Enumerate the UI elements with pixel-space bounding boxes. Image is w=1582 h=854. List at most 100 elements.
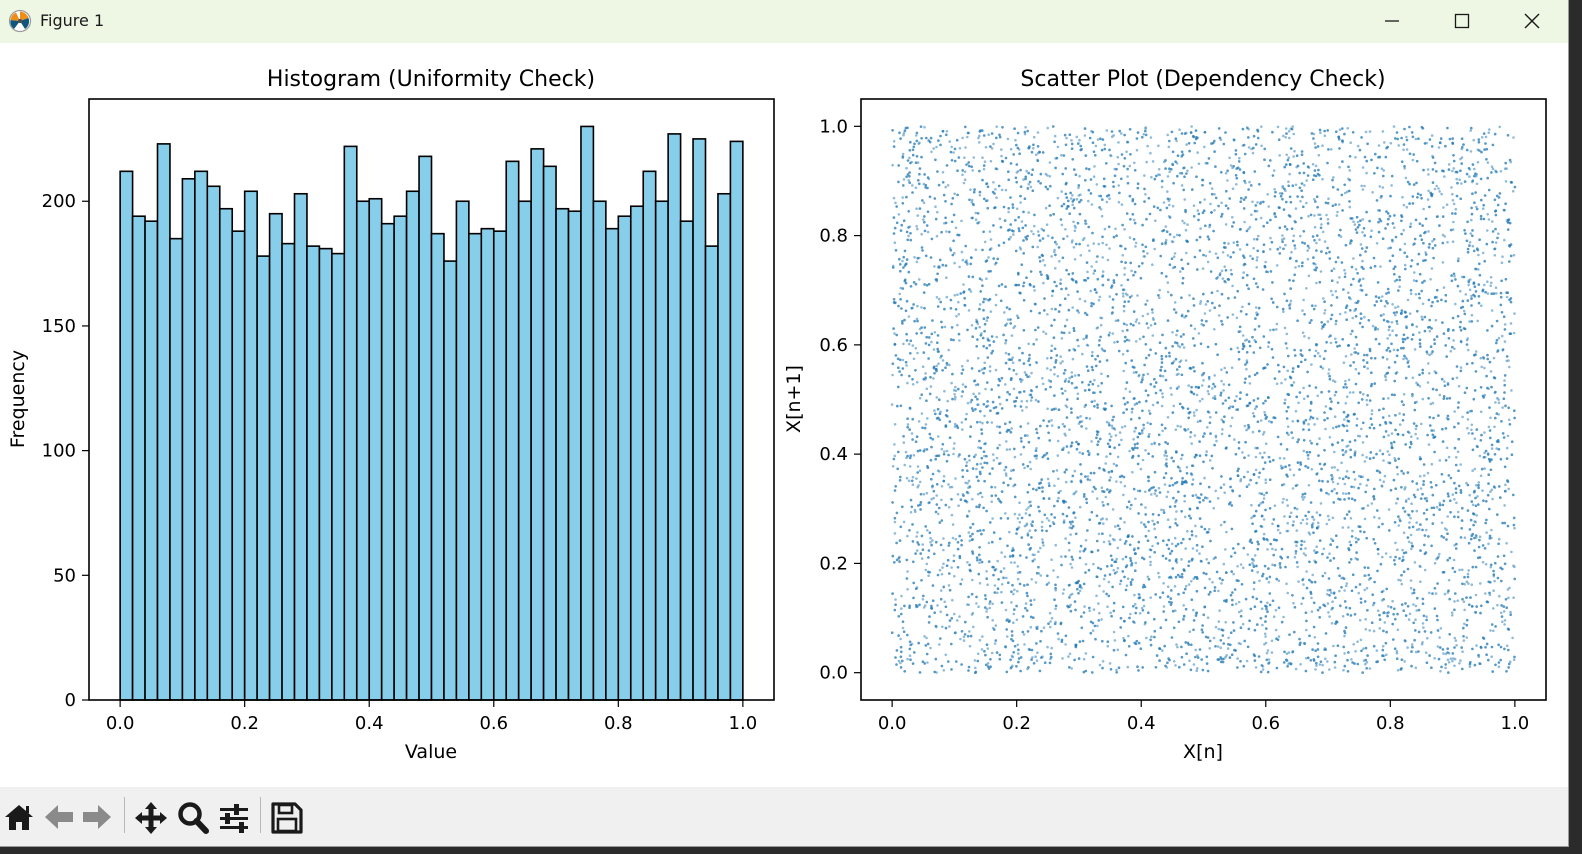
scatter-point xyxy=(1217,589,1220,593)
scatter-point xyxy=(1434,592,1438,595)
scatter-point xyxy=(1222,562,1226,566)
scatter-point xyxy=(1270,651,1274,654)
scatter-point xyxy=(1231,187,1235,190)
scatter-point xyxy=(1141,376,1144,379)
scatter-point xyxy=(1432,429,1435,432)
scatter-point xyxy=(1356,144,1360,148)
scatter-point xyxy=(1361,441,1365,444)
scatter-point xyxy=(1490,447,1494,450)
scatter-point xyxy=(917,484,920,487)
scatter-point xyxy=(1347,378,1351,382)
scatter-point xyxy=(1387,605,1390,608)
scatter-point xyxy=(1036,131,1040,134)
scatter-point xyxy=(1171,204,1175,208)
scatter-point xyxy=(1462,639,1466,642)
scatter-point xyxy=(1034,581,1038,584)
scatter-point xyxy=(1315,545,1318,548)
scatter-point xyxy=(1383,621,1387,624)
scatter-point xyxy=(1004,341,1007,345)
scatter-point xyxy=(1182,346,1186,349)
scatter-point xyxy=(947,348,950,352)
scatter-point xyxy=(1100,372,1103,376)
scatter-point xyxy=(1277,579,1281,582)
scatter-point xyxy=(941,566,944,569)
histogram-bar xyxy=(331,252,346,701)
scatter-point xyxy=(1404,176,1408,180)
scatter-point xyxy=(1069,522,1073,526)
scatter-point xyxy=(1468,493,1471,497)
scatter-point xyxy=(1395,649,1399,653)
scatter-point xyxy=(1174,518,1177,521)
scatter-point xyxy=(1070,371,1074,374)
histogram-bar xyxy=(505,160,520,701)
scatter-point xyxy=(906,423,910,426)
scatter-point xyxy=(1277,635,1281,638)
scatter-point xyxy=(1428,353,1431,357)
scatter-point xyxy=(1490,655,1493,658)
scatter-point xyxy=(1036,230,1040,233)
scatter-point xyxy=(932,348,936,351)
scatter-point xyxy=(985,570,988,573)
scatter-point xyxy=(1197,162,1201,165)
scatter-point xyxy=(1435,505,1439,509)
scatter-point xyxy=(1418,564,1421,568)
scatter-point xyxy=(1415,509,1419,513)
scatter-point xyxy=(1203,476,1206,480)
scatter-point xyxy=(1199,300,1203,303)
scatter-point xyxy=(1474,593,1478,597)
y-tick-label: 50 xyxy=(53,565,76,586)
scatter-point xyxy=(1241,451,1244,454)
scatter-point xyxy=(1134,497,1137,501)
scatter-point xyxy=(1232,572,1235,576)
scatter-point xyxy=(968,539,972,543)
scatter-point xyxy=(1229,164,1233,167)
scatter-point xyxy=(1483,431,1486,434)
scatter-point xyxy=(1111,508,1115,511)
scatter-point xyxy=(1450,186,1453,189)
scatter-point xyxy=(1151,311,1154,314)
histogram-bar xyxy=(530,148,545,701)
scatter-point xyxy=(1228,156,1231,160)
scatter-point xyxy=(1043,264,1047,267)
scatter-point xyxy=(971,578,974,582)
scatter-point xyxy=(939,589,943,592)
scatter-point xyxy=(1512,596,1515,599)
close-button[interactable] xyxy=(1497,0,1567,43)
scatter-point xyxy=(1134,245,1137,248)
maximize-button[interactable] xyxy=(1427,0,1497,43)
histogram-bar xyxy=(368,197,383,701)
scatter-point xyxy=(994,624,998,627)
scatter-point xyxy=(1115,668,1118,672)
figure-canvas[interactable]: Histogram (Uniformity Check) 0.0 0.2 0.4 0.… xyxy=(0,43,1568,787)
scatter-point xyxy=(1493,254,1497,257)
scatter-point xyxy=(1468,175,1471,178)
title-bar[interactable]: Figure 1 xyxy=(0,0,1568,43)
scatter-point xyxy=(1274,548,1277,552)
scatter-point xyxy=(1299,234,1302,238)
scatter-point xyxy=(990,651,994,655)
scatter-point xyxy=(1307,422,1310,426)
scatter-point xyxy=(1287,156,1291,159)
scatter-point xyxy=(1351,529,1354,533)
scatter-point xyxy=(1465,338,1469,342)
scatter-point xyxy=(908,156,911,160)
scatter-point xyxy=(1116,546,1120,550)
scatter-point xyxy=(1210,187,1214,190)
scatter-point xyxy=(920,412,924,415)
scatter-point xyxy=(1353,223,1357,226)
scatter-point xyxy=(1174,428,1178,432)
scatter-point xyxy=(1334,337,1337,341)
scatter-point xyxy=(1053,248,1056,252)
scatter-point xyxy=(1059,361,1062,365)
minimize-button[interactable] xyxy=(1357,0,1427,43)
scatter-point xyxy=(1454,639,1458,642)
scatter-point xyxy=(1182,604,1185,607)
scatter-point xyxy=(1208,647,1211,650)
scatter-point xyxy=(1199,302,1202,305)
scatter-point xyxy=(1418,474,1422,478)
scatter-point xyxy=(1000,188,1004,192)
scatter-point xyxy=(1255,266,1258,269)
scatter-point xyxy=(953,294,957,297)
scatter-point xyxy=(1261,623,1264,627)
x-tick-label: 0.0 xyxy=(106,713,135,734)
